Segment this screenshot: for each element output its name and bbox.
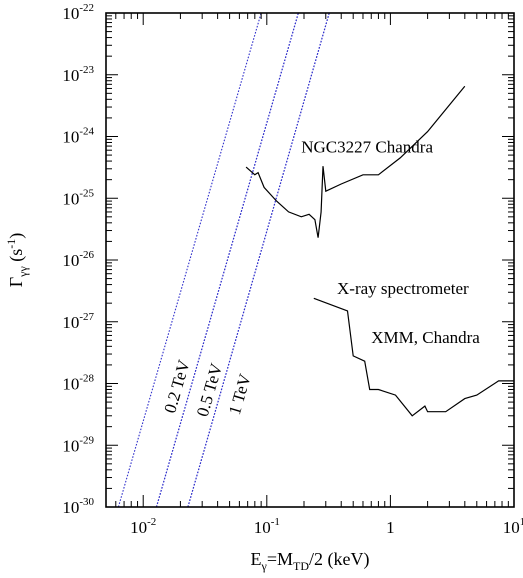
axis-ticks xyxy=(105,12,515,508)
y-tick-label: 10-23 xyxy=(62,64,94,85)
band-edge-1-1 xyxy=(117,12,262,508)
y-tick-label: 10-24 xyxy=(62,126,94,147)
y-axis-label: Γγγ (s-1) xyxy=(4,233,30,288)
y-tick-label: 10-27 xyxy=(62,311,94,332)
data-series xyxy=(245,85,514,417)
series-line-2 xyxy=(313,297,514,417)
x-axis-label: Eγ=MTD/2 (keV) xyxy=(251,549,370,573)
annotation-label: X-ray spectrometer xyxy=(337,279,469,298)
annotations: NGC3227 Chandra X-ray spectrometer XMM, Ch… xyxy=(301,138,480,348)
band-edge-3-1 xyxy=(187,12,330,508)
band-label: 1 TeV xyxy=(225,371,255,417)
y-tick-label: 10-22 xyxy=(62,2,94,23)
y-tick-label: 10-30 xyxy=(62,496,94,517)
y-tick-label: 10-28 xyxy=(62,373,94,394)
y-tick-labels: 10-30 10-29 10-28 10-27 10-26 10-25 10-24 10-23… xyxy=(62,2,94,517)
x-tick-label: 10-1 xyxy=(254,516,280,537)
x-tick-label: 101 xyxy=(503,516,523,537)
y-tick-label: 10-25 xyxy=(62,187,94,208)
x-tick-labels: 10-2 10-1 1 101 xyxy=(130,516,523,537)
y-tick-label: 10-29 xyxy=(62,434,94,455)
x-tick-label: 10-2 xyxy=(130,516,156,537)
annotation-label: XMM, Chandra xyxy=(371,328,480,347)
band-label: 0.2 TeV xyxy=(160,357,193,415)
annotation-label: NGC3227 Chandra xyxy=(301,138,433,157)
band-edge-2-1 xyxy=(155,12,299,508)
plot-frame xyxy=(105,12,515,508)
series-line-1 xyxy=(245,85,466,238)
energy-bands xyxy=(117,12,330,508)
x-tick-label: 1 xyxy=(386,518,395,537)
y-tick-label: 10-26 xyxy=(62,249,94,270)
